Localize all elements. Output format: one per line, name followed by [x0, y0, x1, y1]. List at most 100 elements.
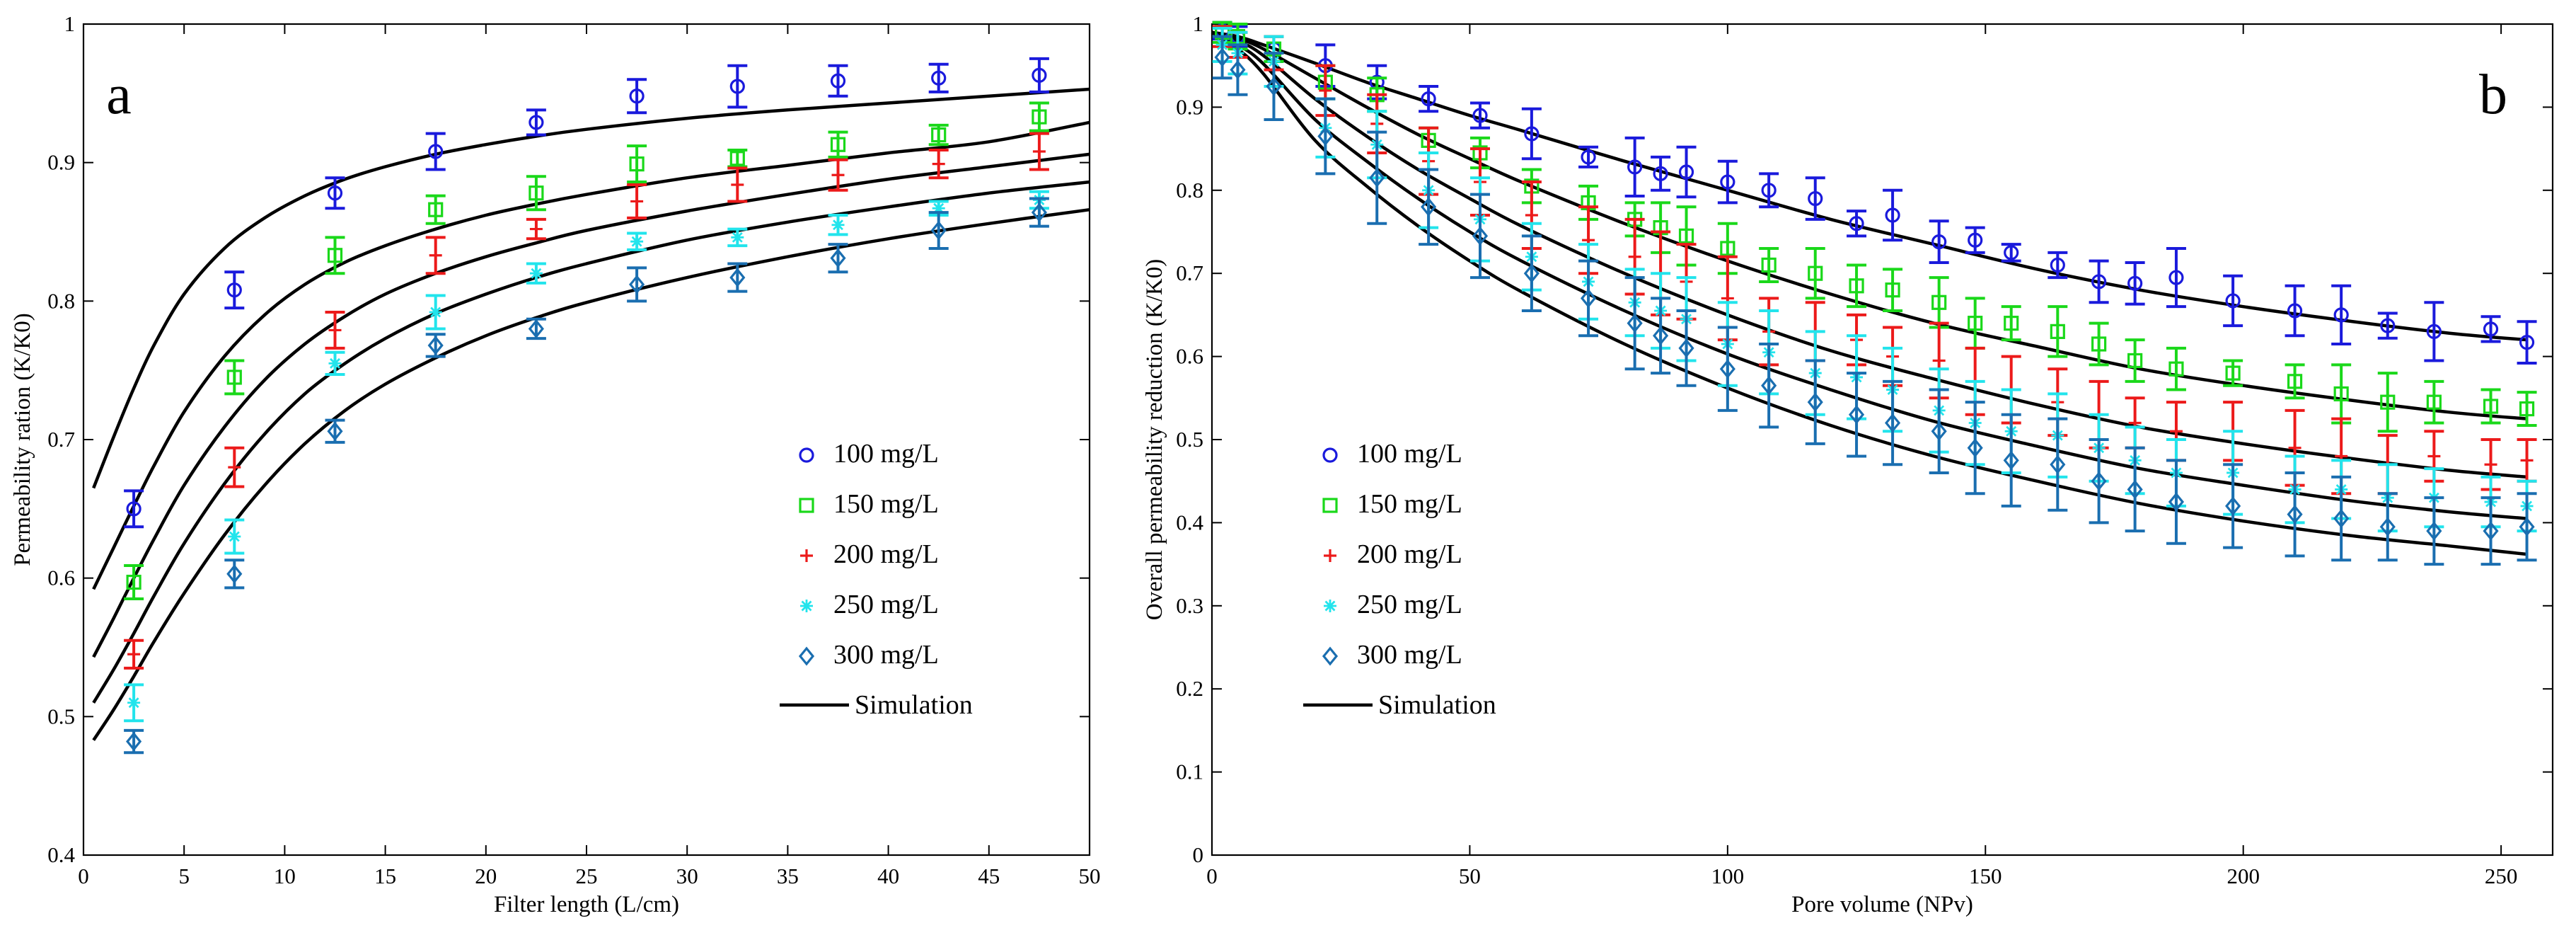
data-point [2426, 521, 2442, 541]
error-bar [1624, 136, 1645, 198]
y-tick-label: 0.4 [47, 842, 75, 867]
error-bar [1212, 35, 1232, 80]
data-point [1472, 108, 1488, 123]
data-point [1932, 354, 1946, 367]
error-bar [526, 175, 546, 212]
error-bar [2047, 305, 2068, 358]
error-bar [1759, 342, 1779, 429]
error-bar [727, 64, 748, 109]
data-point [529, 267, 543, 280]
error-bar [1805, 176, 1825, 221]
error-bar [2125, 260, 2145, 306]
error-bar [627, 78, 647, 115]
data-point [1319, 84, 1332, 97]
error-bar [2331, 475, 2352, 562]
data-point [1967, 438, 1983, 458]
x-tick-label: 100 [1711, 864, 1745, 888]
data-point [729, 151, 745, 166]
error-bar [1029, 101, 1049, 132]
error-bar [526, 108, 546, 137]
data-point [126, 732, 142, 752]
error-bar [1651, 297, 1671, 375]
error-bar [2377, 311, 2398, 340]
data-point [2225, 365, 2241, 381]
data-point [1032, 145, 1046, 159]
data-point [629, 156, 645, 172]
series-300-mg-l [1212, 35, 2537, 566]
data-point [2520, 454, 2534, 467]
data-point [2287, 374, 2303, 389]
data-point [830, 137, 846, 152]
error-bar [2047, 251, 2068, 280]
data-point [2050, 323, 2065, 339]
data-point [328, 357, 342, 370]
data-point [1214, 47, 1230, 67]
data-point [1885, 207, 1900, 223]
data-point [2091, 471, 2107, 491]
error-bar [1883, 268, 1903, 313]
data-point [2050, 257, 2065, 273]
error-bar [2377, 492, 2398, 562]
error-bar [2223, 359, 2243, 387]
series-200-mg-l [124, 132, 1049, 670]
error-bar [2480, 388, 2501, 425]
data-point [226, 282, 242, 298]
y-tick-label: 0.4 [1176, 510, 1203, 534]
data-point [1524, 126, 1540, 142]
data-point [1032, 67, 1047, 83]
data-point [1931, 294, 1947, 310]
legend-label: 200 mg/L [833, 539, 939, 569]
data-point [932, 202, 945, 215]
data-point [1761, 376, 1777, 396]
data-point [327, 185, 343, 201]
data-point [2168, 270, 2184, 285]
data-point [2427, 449, 2441, 463]
y-tick-label: 0.8 [1176, 178, 1203, 202]
error-bar [2480, 496, 2501, 566]
data-point [630, 235, 644, 248]
error-bar [1759, 172, 1779, 209]
data-point [2225, 293, 2241, 309]
data-point [1031, 202, 1047, 222]
data-point [1720, 174, 1735, 190]
error-bar [2001, 305, 2021, 342]
legend-label: 150 mg/L [1357, 489, 1462, 519]
data-point [327, 421, 343, 441]
simulation-curve [1211, 30, 2527, 556]
data-point [529, 185, 544, 201]
data-point [1761, 183, 1777, 198]
error-bar [828, 130, 848, 159]
data-point [831, 168, 845, 182]
data-point [2127, 275, 2143, 291]
x-axis-title: Filter length (L/cm) [494, 892, 679, 917]
error-bar [2424, 379, 2444, 425]
y-tick-label: 0.7 [1176, 260, 1203, 285]
legend-marker [799, 498, 814, 513]
panel-label: b [2479, 64, 2507, 126]
data-point [629, 88, 645, 104]
legend-marker [800, 600, 813, 612]
data-point [630, 195, 644, 208]
error-bar [1470, 101, 1490, 130]
data-point [830, 73, 846, 88]
data-point [1848, 405, 1865, 425]
legend-label: 200 mg/L [1357, 539, 1462, 569]
legend-marker [1324, 600, 1336, 612]
data-point [2225, 496, 2241, 516]
series-300-mg-l [124, 197, 1049, 755]
x-tick-label: 250 [2485, 864, 2518, 888]
legend-marker [1324, 549, 1336, 562]
panel-b-chart: 0 50 100 150 200 250 0 0.1 0.2 0.3 0.4 0.5 0.6 0.7 0.8… [1142, 11, 2554, 917]
data-point [1931, 421, 1947, 441]
error-bar [1578, 259, 1599, 338]
error-bar [2517, 320, 2537, 365]
data-point [831, 218, 845, 231]
data-point [2288, 441, 2301, 454]
data-point [1421, 91, 1436, 107]
legend-marker [1322, 498, 1338, 513]
error-bar [425, 132, 446, 171]
data-point [1580, 288, 1597, 308]
error-bar [1929, 219, 1949, 264]
y-tick-label: 0.9 [47, 150, 75, 175]
